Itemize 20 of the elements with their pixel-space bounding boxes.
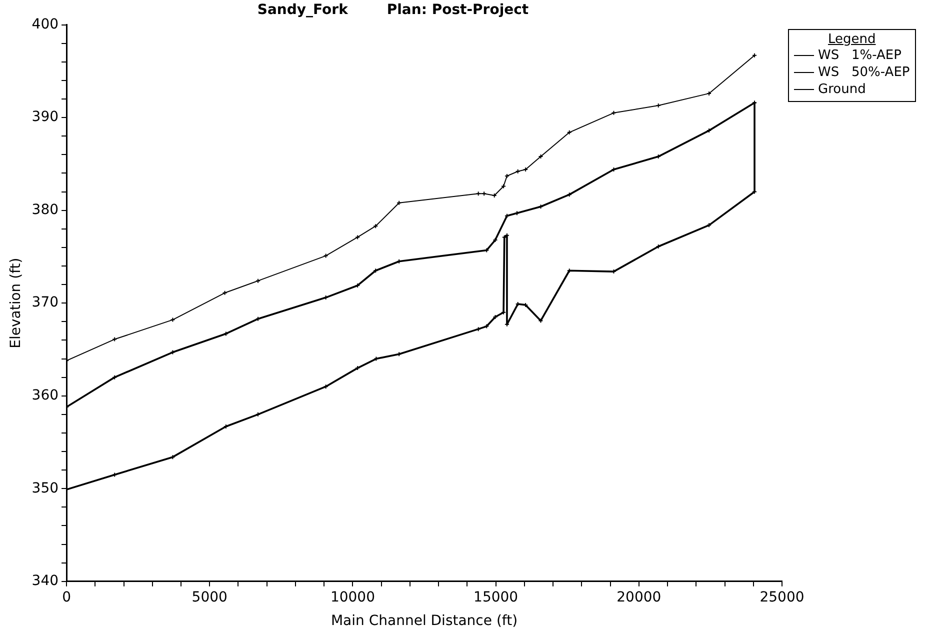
x-tick-label: 25000 [760, 589, 804, 606]
y-tick-label: 390 [32, 109, 59, 126]
legend-label: WS 50%-AEP [818, 64, 910, 81]
y-tick-label: 400 [32, 16, 59, 32]
x-tick-label: 15000 [474, 589, 518, 606]
y-tick-label: 340 [32, 573, 59, 590]
x-tick-label: 0 [62, 589, 71, 606]
y-tick-label: 350 [32, 480, 59, 496]
legend-label: Ground [818, 80, 866, 98]
x-tick-label: 5000 [192, 589, 228, 606]
x-tick-label: 20000 [616, 589, 662, 606]
legend-label: WS 1%-AEP [818, 46, 902, 64]
y-tick-label: 370 [32, 294, 59, 311]
y-axis-title: Elevation (ft) [8, 258, 24, 348]
x-tick-label: 10000 [330, 589, 375, 606]
y-tick-label: 360 [32, 388, 59, 404]
y-tick-label: 380 [32, 202, 59, 218]
legend-title: Legend [826, 32, 877, 47]
x-axis-title: Main Channel Distance (ft) [330, 613, 518, 630]
chart-title: Sandy_Fork Plan: Post-Project [257, 2, 529, 18]
